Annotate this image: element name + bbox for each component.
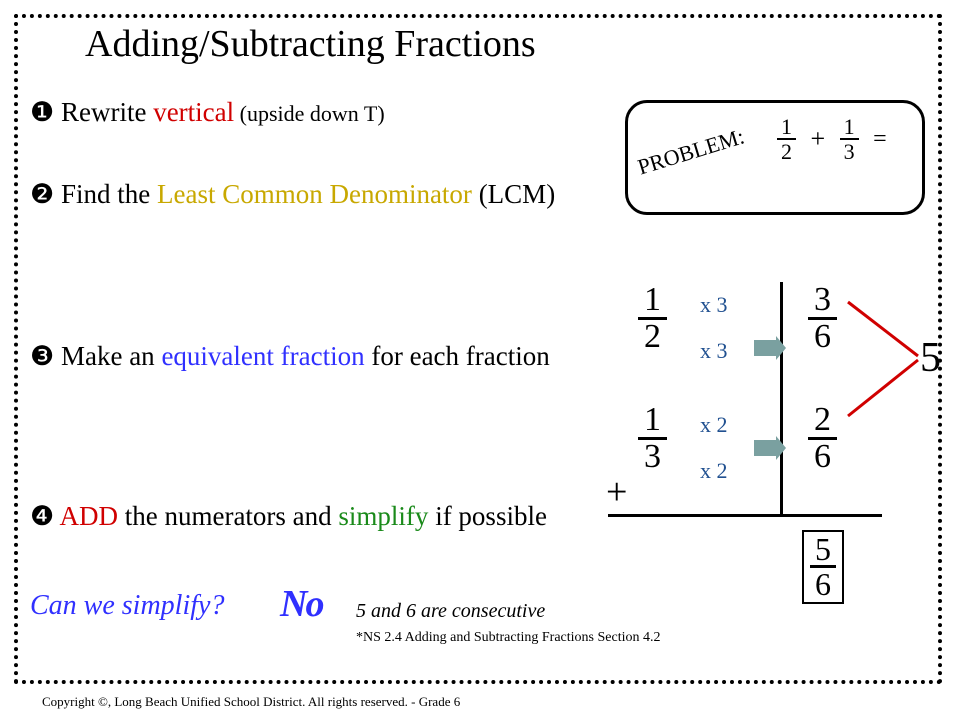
bullet-3: ❸ (30, 341, 54, 371)
mult-r1-top: x 3 (700, 292, 728, 318)
frac-2-6: 2 6 (808, 404, 837, 474)
page-title: Adding/Subtracting Fractions (85, 22, 536, 66)
vertical-bar (780, 282, 783, 514)
mult-r2-top: x 2 (700, 412, 728, 438)
prob-equals: = (873, 126, 887, 152)
consecutive-note: 5 and 6 are consecutive (356, 600, 545, 623)
frac-3-6: 3 6 (808, 284, 837, 354)
sum-5: 5 (920, 334, 941, 382)
sum-line (608, 514, 882, 517)
frac-1-2: 1 2 (638, 284, 667, 354)
plus-sign: + (606, 470, 627, 514)
problem-equation: 12 + 13 = (772, 115, 887, 163)
simplify-question: Can we simplify? (30, 590, 224, 622)
prob-plus: + (811, 124, 826, 153)
mult-r2-bot: x 2 (700, 458, 728, 484)
no-answer: No (280, 582, 322, 626)
prob-frac-1: 12 (777, 115, 796, 163)
prob-frac-2: 13 (840, 115, 859, 163)
mult-r1-bot: x 3 (700, 338, 728, 364)
arrow-r2 (754, 440, 776, 456)
step-3: ❸ Make an equivalent fraction for each f… (30, 340, 600, 374)
bullet-4: ❹ (30, 501, 54, 531)
arrow-r1 (754, 340, 776, 356)
step-4: ❹ ADD the numerators and simplify if pos… (30, 500, 600, 534)
step-1: ❶ Rewrite vertical (upside down T) (30, 96, 385, 130)
frac-1-3: 1 3 (638, 404, 667, 474)
work-area: 1 2 3 6 x 3 x 3 1 3 2 6 x 2 x 2 + 5 5 6 (608, 282, 948, 642)
answer-fraction: 5 6 (802, 530, 844, 604)
bullet-1: ❶ (30, 97, 54, 127)
copyright: Copyright ©, Long Beach Unified School D… (42, 694, 460, 710)
step-2: ❷ Find the Least Common Denominator (LCM… (30, 178, 570, 212)
bullet-2: ❷ (30, 179, 54, 209)
